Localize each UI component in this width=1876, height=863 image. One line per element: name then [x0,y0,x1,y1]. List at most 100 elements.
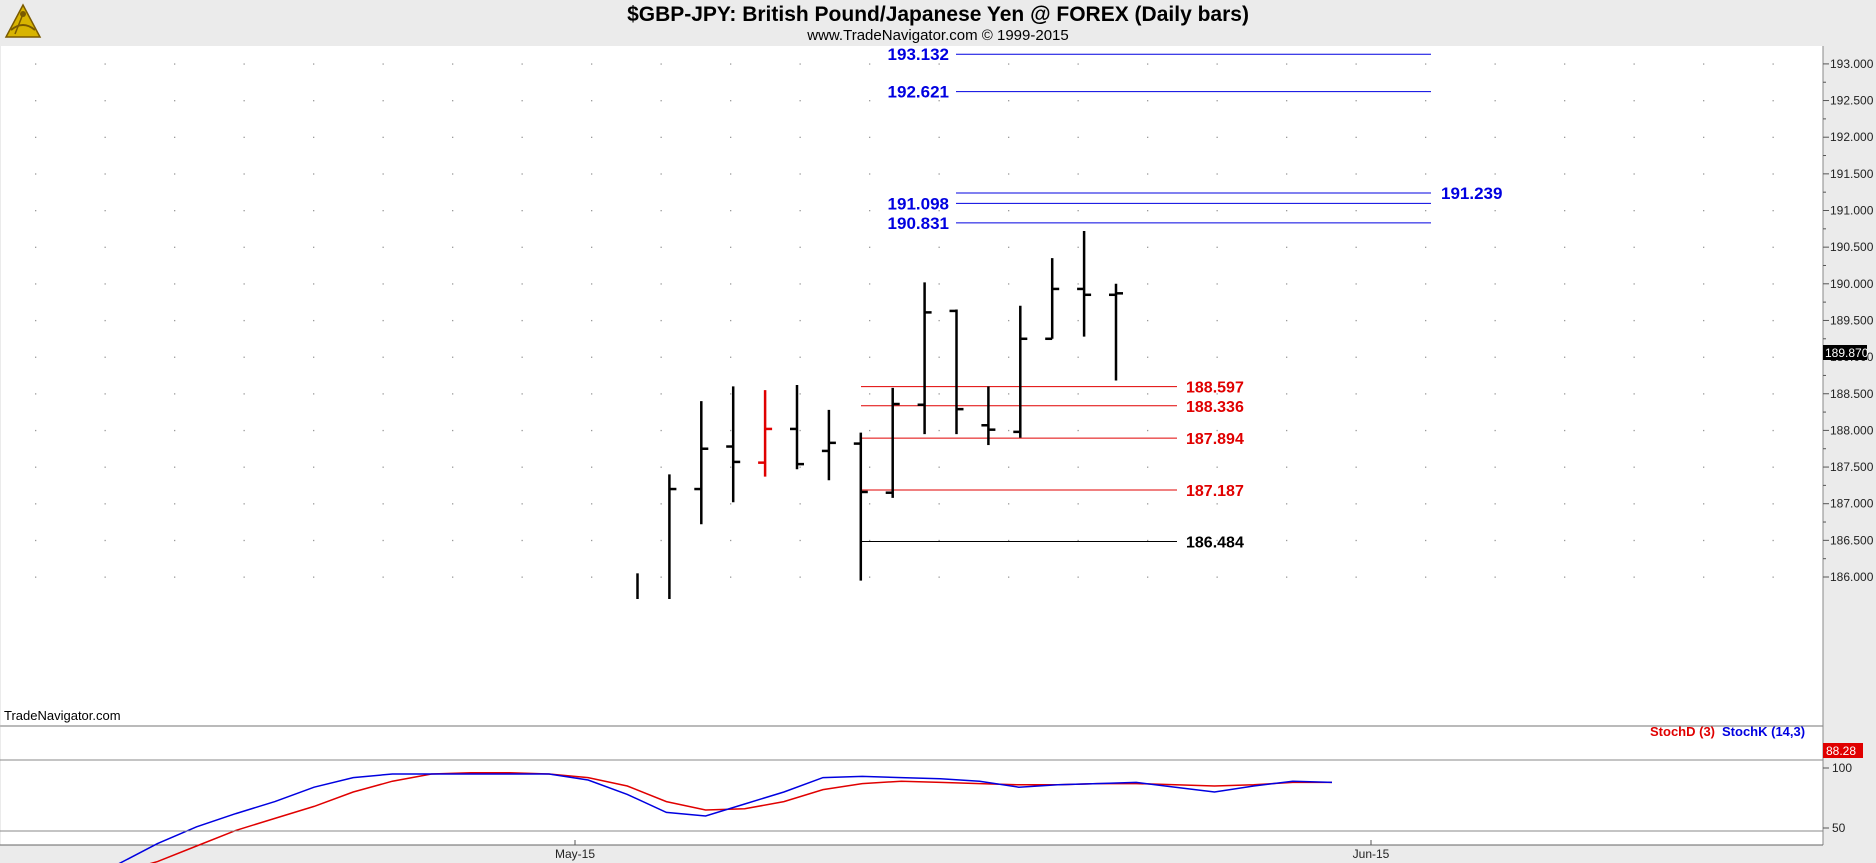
grid-dot [799,503,801,505]
grid-dot [1286,576,1288,578]
price-tick-label: 186.500 [1830,533,1874,547]
price-tick-label: 188.000 [1830,423,1874,437]
grid-dot [174,393,176,395]
grid-dot [1494,210,1496,212]
grid-dot [1286,466,1288,468]
grid-dot [591,100,593,102]
grid-dot [730,576,732,578]
last-price-box: 189.870 [1823,345,1869,360]
grid-dot [1425,173,1427,175]
grid-dot [799,319,801,322]
grid-dot [174,539,176,542]
grid-dot [1147,100,1149,102]
grid-dot [591,283,593,285]
grid-dot [869,136,871,138]
grid-dot [591,503,593,505]
grid-dot [938,319,940,322]
grid-dot [1564,393,1566,395]
grid-dot [313,63,315,65]
grid-dot [243,283,245,285]
grid-dot [1286,173,1288,175]
grid-dot [730,173,732,175]
grid-dot [591,63,593,65]
price-tick-label: 188.500 [1830,387,1874,401]
grid-dot [591,173,593,175]
grid-dot [1008,503,1010,505]
grid-dot [1008,393,1010,395]
grid-dot [660,63,662,65]
grid-dot [591,356,593,358]
grid-dot [1355,319,1357,322]
grid-dot [382,429,384,432]
grid-dot [243,136,245,138]
grid-dot [1425,576,1427,578]
grid-dot [521,283,523,285]
grid-dot [1216,100,1218,102]
grid-dot [521,173,523,175]
grid-dot [660,466,662,468]
grid-dot [1355,283,1357,285]
grid-dot [1008,576,1010,578]
grid-dot [35,576,37,578]
grid-dot [660,136,662,138]
grid-dot [104,466,106,468]
grid-dot [1286,210,1288,212]
price-tick-label: 193.000 [1830,57,1874,71]
time-tick-label: May-15 [555,847,595,861]
grid-dot [1494,63,1496,65]
grid-dot [1772,539,1774,542]
grid-dot [1216,429,1218,432]
grid-dot [1425,100,1427,102]
grid-dot [313,319,315,322]
grid-dot [1772,246,1774,248]
grid-dot [104,210,106,212]
grid-dot [452,173,454,175]
grid-dot [1077,356,1079,358]
grid-dot [1633,283,1635,285]
grid-dot [1703,539,1705,542]
grid-dot [174,466,176,468]
grid-dot [1355,393,1357,395]
grid-dot [1286,429,1288,432]
grid-dot [1703,319,1705,322]
grid-dot [35,100,37,102]
grid-dot [730,210,732,212]
grid-dot [1147,246,1149,248]
grid-dot [1355,173,1357,175]
grid-dot [1286,319,1288,322]
grid-dot [730,283,732,285]
grid-dot [382,63,384,65]
grid-dot [1147,466,1149,468]
grid-dot [1633,210,1635,212]
price-tick-label: 190.000 [1830,277,1874,291]
chart-title: $GBP-JPY: British Pound/Japanese Yen @ F… [627,3,1249,26]
grid-dot [104,246,106,248]
grid-dot [869,503,871,505]
grid-dot [1077,539,1079,542]
grid-dot [869,173,871,175]
grid-dot [730,246,732,248]
grid-dot [382,503,384,505]
price-tick-label: 192.500 [1830,94,1874,108]
last-stoch-label: 88.28 [1826,744,1856,758]
grid-dot [938,283,940,285]
grid-dot [521,466,523,468]
grid-dot [1008,173,1010,175]
grid-dot [1633,393,1635,395]
grid-dot [452,393,454,395]
level-label: 188.336 [1186,399,1244,416]
grid-dot [1425,393,1427,395]
grid-dot [104,393,106,395]
grid-dot [452,539,454,542]
grid-dot [1494,503,1496,505]
grid-dot [1216,319,1218,322]
grid-dot [104,503,106,505]
grid-dot [1008,210,1010,212]
grid-dot [660,503,662,505]
grid-dot [1564,319,1566,322]
grid-dot [799,356,801,358]
price-tick-label: 186.000 [1830,570,1874,584]
grid-dot [243,576,245,578]
grid-dot [521,100,523,102]
grid-dot [243,503,245,505]
